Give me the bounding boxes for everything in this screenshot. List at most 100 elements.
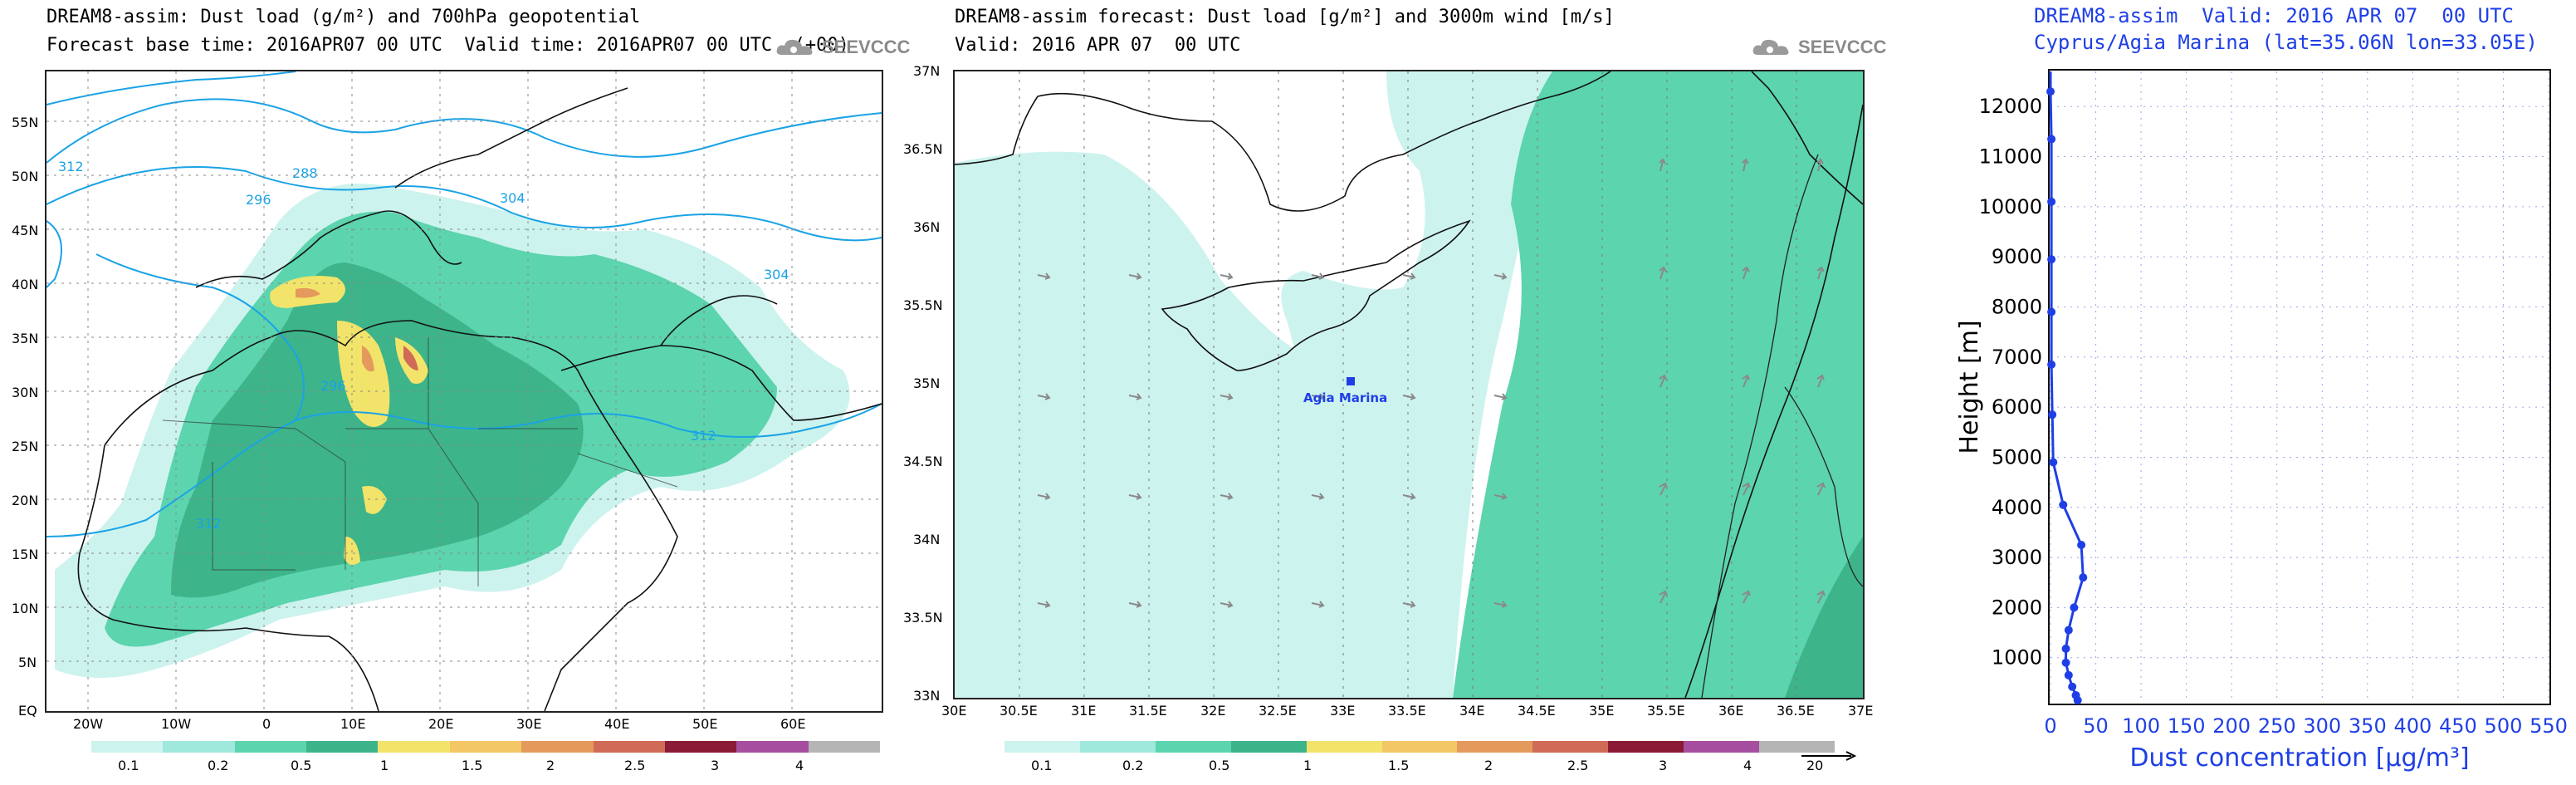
data-point bbox=[2048, 410, 2057, 419]
colorbar-swatch bbox=[1457, 741, 1533, 753]
map2-colorbar bbox=[1004, 741, 1835, 753]
x-axis-label: Dust concentration [μg/m³] bbox=[2129, 743, 2469, 773]
x-tick-label: 350 bbox=[2349, 714, 2387, 738]
x-tick-label: 500 bbox=[2485, 714, 2523, 738]
y-tick-labels: 1000 2000 3000 4000 5000 6000 7000 8000 9000 1000… bbox=[1979, 95, 2042, 669]
colorbar-label: 0.5 bbox=[291, 758, 312, 773]
lat-label: 34N bbox=[913, 532, 941, 547]
colorbar-label: 3 bbox=[1659, 758, 1668, 773]
colorbar-swatch bbox=[449, 741, 522, 753]
lon-label: 35.5E bbox=[1647, 703, 1685, 719]
data-point bbox=[2049, 458, 2058, 467]
colorbar-swatch bbox=[91, 741, 164, 753]
y-axis-label: Height [m] bbox=[1955, 320, 1984, 454]
data-point bbox=[2059, 500, 2068, 509]
y-tick-label: 5000 bbox=[1992, 445, 2042, 469]
x-tick-labels: 0 50 100 150 200 250 300 350 400 450 500 550 bbox=[2044, 714, 2568, 738]
contour-label: 312 bbox=[691, 428, 716, 444]
data-point bbox=[2061, 658, 2070, 667]
colorbar-swatch bbox=[378, 741, 450, 753]
data-point bbox=[2064, 626, 2073, 635]
colorbar-swatch bbox=[1684, 741, 1760, 753]
y-tick-label: 3000 bbox=[1992, 546, 2042, 569]
x-tick-label: 250 bbox=[2258, 714, 2296, 738]
colorbar-label: 1 bbox=[380, 758, 389, 773]
colorbar-swatch bbox=[1532, 741, 1609, 753]
dust-field-mid-east bbox=[1453, 71, 1863, 698]
x-tick-label: 300 bbox=[2303, 714, 2341, 738]
x-tick-label: 200 bbox=[2212, 714, 2251, 738]
colorbar-label: 1.5 bbox=[462, 758, 483, 773]
colorbar-label: 2.5 bbox=[624, 758, 646, 773]
colorbar-swatch bbox=[1306, 741, 1382, 753]
colorbar-label: 1.5 bbox=[1388, 758, 1410, 773]
data-point bbox=[2046, 87, 2055, 96]
lat-label: 36N bbox=[913, 219, 941, 235]
y-tick-label: 11000 bbox=[1979, 145, 2042, 169]
geopotential-contours bbox=[46, 71, 882, 537]
lat-label: 33.5N bbox=[903, 610, 943, 626]
cloud-icon bbox=[1752, 39, 1789, 55]
lon-label: 20W bbox=[73, 716, 104, 732]
logo-text: SEEVCCC bbox=[1798, 37, 1887, 57]
lat-label: 36.5N bbox=[903, 141, 943, 157]
lat-label: 37N bbox=[913, 63, 941, 79]
colorbar-swatch bbox=[1079, 741, 1156, 753]
lat-label: 40N bbox=[12, 277, 39, 292]
data-point bbox=[2073, 695, 2082, 704]
lat-label: 15N bbox=[12, 547, 39, 562]
colorbar-label: 2.5 bbox=[1567, 758, 1589, 773]
coastlines bbox=[77, 87, 882, 711]
lat-label: 5N bbox=[18, 655, 37, 670]
data-point bbox=[2079, 573, 2088, 582]
lon-label: 60E bbox=[780, 716, 806, 732]
lon-label: 32.5E bbox=[1259, 703, 1297, 719]
lon-label: 32E bbox=[1200, 703, 1226, 719]
panel-vertical-profile: DREAM8-assim Valid: 2016 APR 07 00 UTC C… bbox=[1926, 0, 2576, 785]
colorbar-swatch bbox=[808, 741, 880, 753]
lat-label: 20N bbox=[12, 493, 39, 508]
grid-lines bbox=[46, 71, 882, 711]
lon-label: 36E bbox=[1718, 703, 1744, 719]
profile-frame bbox=[2048, 69, 2551, 705]
wind-scale-arrow bbox=[1801, 751, 1857, 761]
colorbar-swatch bbox=[1004, 741, 1080, 753]
data-point bbox=[2047, 307, 2056, 316]
colorbar-swatch bbox=[1759, 741, 1835, 753]
dust-field-light-west bbox=[955, 151, 1312, 698]
colorbar-swatch bbox=[163, 741, 235, 753]
colorbar-label: 2 bbox=[1484, 758, 1493, 773]
map1-svg: 312 288 296 304 304 296 312 312 bbox=[46, 71, 882, 711]
lon-label: 35E bbox=[1589, 703, 1615, 719]
lon-label: 10W bbox=[161, 716, 192, 732]
profile-grid bbox=[2050, 71, 2549, 703]
profile-series bbox=[2046, 71, 2088, 704]
lat-label: 50N bbox=[12, 169, 39, 184]
lat-label: 45N bbox=[12, 223, 39, 238]
dust-field-peak-d bbox=[362, 486, 387, 514]
series-line bbox=[2049, 71, 2085, 701]
colorbar-label: 0.2 bbox=[1122, 758, 1144, 773]
seevccc-logo: SEEVCCC bbox=[775, 37, 910, 58]
lat-label: EQ bbox=[18, 703, 37, 719]
data-point bbox=[2047, 360, 2056, 369]
colorbar-label: 4 bbox=[1743, 758, 1752, 773]
lon-label: 33E bbox=[1330, 703, 1356, 719]
x-tick-label: 150 bbox=[2168, 714, 2206, 738]
station-label: Agia Marina bbox=[1303, 390, 1387, 405]
contour-label: 304 bbox=[500, 190, 525, 206]
chart-title: DREAM8-assim Valid: 2016 APR 07 00 UTC bbox=[2034, 4, 2514, 27]
dust-field-peak-g bbox=[362, 346, 374, 372]
map1-subtitle: Forecast base time: 2016APR07 00 UTC Val… bbox=[46, 35, 849, 56]
colorbar-label: 1 bbox=[1303, 758, 1312, 773]
map2-svg: Agia Marina bbox=[955, 71, 1863, 698]
dust-field-peak-f bbox=[296, 287, 320, 298]
lon-label: 34E bbox=[1459, 703, 1485, 719]
y-tick-label: 10000 bbox=[1979, 195, 2042, 218]
y-tick-label: 7000 bbox=[1992, 346, 2042, 369]
x-tick-label: 450 bbox=[2439, 714, 2477, 738]
x-tick-label: 0 bbox=[2044, 714, 2056, 738]
data-point bbox=[2077, 541, 2086, 549]
contour-label: 288 bbox=[292, 165, 318, 181]
map1-colorbar bbox=[91, 741, 880, 753]
